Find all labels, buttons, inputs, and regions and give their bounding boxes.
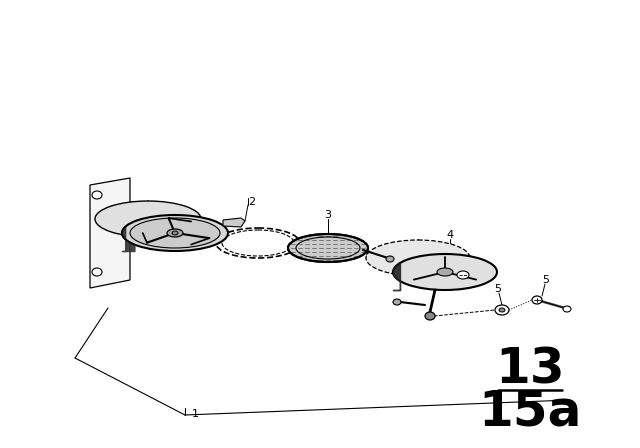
Ellipse shape xyxy=(437,268,453,276)
Ellipse shape xyxy=(167,229,183,237)
Ellipse shape xyxy=(130,218,220,248)
Ellipse shape xyxy=(95,201,201,237)
Ellipse shape xyxy=(499,308,505,312)
Ellipse shape xyxy=(425,312,435,320)
Ellipse shape xyxy=(386,256,394,262)
Ellipse shape xyxy=(288,234,368,262)
Text: 13: 13 xyxy=(495,346,565,394)
Text: 1: 1 xyxy=(192,409,199,419)
Ellipse shape xyxy=(172,231,178,235)
Text: 4: 4 xyxy=(447,230,454,240)
Text: 15a: 15a xyxy=(478,388,582,436)
Ellipse shape xyxy=(216,228,300,258)
Text: 2: 2 xyxy=(248,197,255,207)
Ellipse shape xyxy=(495,305,509,315)
Text: 3: 3 xyxy=(324,210,332,220)
Polygon shape xyxy=(90,178,130,288)
Text: 5: 5 xyxy=(543,275,550,285)
Polygon shape xyxy=(223,218,245,227)
Ellipse shape xyxy=(92,268,102,276)
Text: 5: 5 xyxy=(495,284,502,294)
Ellipse shape xyxy=(563,306,571,312)
Ellipse shape xyxy=(92,191,102,199)
Ellipse shape xyxy=(366,240,470,276)
Ellipse shape xyxy=(393,299,401,305)
Ellipse shape xyxy=(457,271,469,279)
Ellipse shape xyxy=(532,296,542,304)
Ellipse shape xyxy=(393,254,497,290)
Ellipse shape xyxy=(122,215,228,251)
